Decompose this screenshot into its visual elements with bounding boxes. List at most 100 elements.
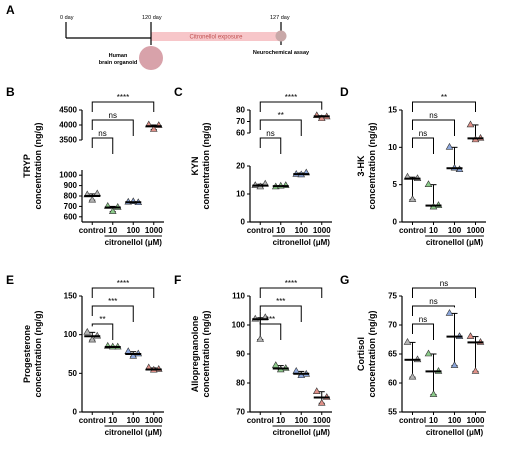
y-axis-label: Progesteroneconcentration (ng/g) (22, 311, 43, 398)
data-point (129, 351, 138, 359)
y-tick-label: 0 (241, 218, 246, 227)
data-point (429, 390, 438, 397)
significance-label: ns (429, 297, 437, 306)
y-axis-label-line2: concentration (ng/g) (33, 123, 43, 210)
x-axis-label: citronellol (μM) (273, 428, 331, 437)
y-tick-label: 90 (236, 350, 245, 359)
significance-bracket (259, 311, 282, 340)
organoid-icon (139, 46, 163, 70)
x-tick-label: control (247, 416, 274, 425)
data-point (312, 387, 321, 394)
panel-label-a: A (6, 3, 15, 17)
y-axis-label-line1: KYN (190, 156, 200, 175)
y-axis-label-line2: concentration (ng/g) (201, 311, 211, 398)
x-tick-label: 1000 (145, 226, 163, 235)
x-tick-label: control (79, 226, 106, 235)
data-point (471, 366, 480, 374)
y-tick-label: 1000 (59, 171, 77, 180)
y-tick-label: 50 (68, 369, 77, 378)
significance-bracket (259, 287, 323, 298)
panel-label: E (6, 273, 14, 287)
y-tick-label: 100 (232, 321, 246, 330)
data-point (297, 371, 306, 379)
y-tick-label: 0 (393, 218, 398, 227)
assay-label: Neurochemical assay (253, 50, 310, 56)
y-axis-label: KYNconcentration (ng/g) (190, 123, 211, 210)
data-point (317, 398, 326, 406)
significance-label: **** (285, 279, 297, 288)
x-tick-label: control (79, 416, 106, 425)
significance-bracket (412, 137, 434, 154)
data-point (445, 308, 454, 316)
y-axis-label-line2: concentration (ng/g) (367, 123, 377, 210)
data-point (149, 125, 158, 132)
y-tick-label: 80 (236, 379, 245, 388)
chart-panel-e: 0 50 100 150 control 10 100 1000 citronellol (μM… (6, 273, 164, 437)
timeline-end-label: 127 day (270, 15, 290, 21)
x-tick-label: 1000 (145, 416, 163, 425)
y-axis-label: Allopregnanoloneconcentration (ng/g) (190, 311, 211, 398)
x-tick-label: 10 (429, 226, 438, 235)
y-tick-label: 600 (64, 212, 78, 221)
x-tick-label: 100 (448, 226, 462, 235)
x-tick-label: 100 (127, 416, 141, 425)
significance-bracket (91, 323, 114, 340)
significance-label: *** (276, 297, 285, 306)
significance-bracket (412, 305, 455, 316)
data-point (403, 337, 412, 345)
x-tick-label: 100 (295, 416, 309, 425)
significance-label: ** (278, 111, 284, 120)
x-tick-label: 10 (429, 416, 438, 425)
y-tick-label: 100 (64, 330, 78, 339)
y-tick-label: 10 (388, 143, 397, 152)
y-tick-label: 110 (232, 292, 245, 301)
significance-label: ns (266, 129, 274, 138)
significance-label: *** (266, 315, 275, 324)
exposure-bar (151, 32, 281, 41)
y-tick-label: 70 (236, 408, 245, 417)
significance-label: ** (99, 315, 105, 324)
significance-bracket (91, 305, 134, 322)
y-tick-label: 60 (236, 129, 245, 138)
panel-label: B (6, 85, 15, 99)
chart-panel-f: 70 80 90 100 110 control 10 100 1000 citronellol … (174, 273, 332, 437)
y-tick-label: 10 (236, 190, 245, 199)
organoid-label-line2: brain organoid (99, 60, 138, 66)
significance-bracket (412, 287, 476, 298)
data-point (408, 195, 417, 202)
x-axis-label: citronellol (μM) (426, 238, 484, 247)
y-tick-label: 20 (236, 162, 245, 171)
significance-label: **** (117, 93, 129, 102)
x-tick-label: 100 (448, 416, 462, 425)
chart-panel-g: 55 60 65 70 75 control 10 100 1000 citronellol (μ… (340, 273, 486, 437)
x-tick-label: control (399, 416, 426, 425)
x-axis-label: citronellol (μM) (105, 238, 163, 247)
significance-label: ns (98, 129, 106, 138)
x-axis-label: citronellol (μM) (426, 428, 484, 437)
significance-label: ** (441, 93, 447, 102)
y-tick-label: 70 (388, 321, 397, 330)
panel-label: C (174, 85, 183, 99)
y-tick-label: 700 (64, 202, 78, 211)
data-point (408, 372, 417, 380)
data-point (466, 332, 475, 339)
y-tick-label: 75 (388, 292, 397, 301)
significance-label: **** (117, 279, 129, 288)
x-axis-label: citronellol (μM) (273, 238, 331, 247)
data-point (424, 349, 433, 357)
significance-bracket (259, 305, 302, 322)
y-tick-label: 80 (236, 106, 245, 115)
y-axis-label-line1: Allopregnanolone (190, 316, 200, 393)
panel-label: D (340, 85, 349, 99)
significance-label: ns (419, 129, 427, 138)
x-tick-label: 100 (127, 226, 141, 235)
y-axis-label-line2: concentration (ng/g) (33, 311, 43, 398)
x-tick-label: 1000 (313, 416, 331, 425)
data-point (424, 180, 433, 187)
x-tick-label: 10 (276, 416, 285, 425)
data-point (83, 327, 92, 335)
